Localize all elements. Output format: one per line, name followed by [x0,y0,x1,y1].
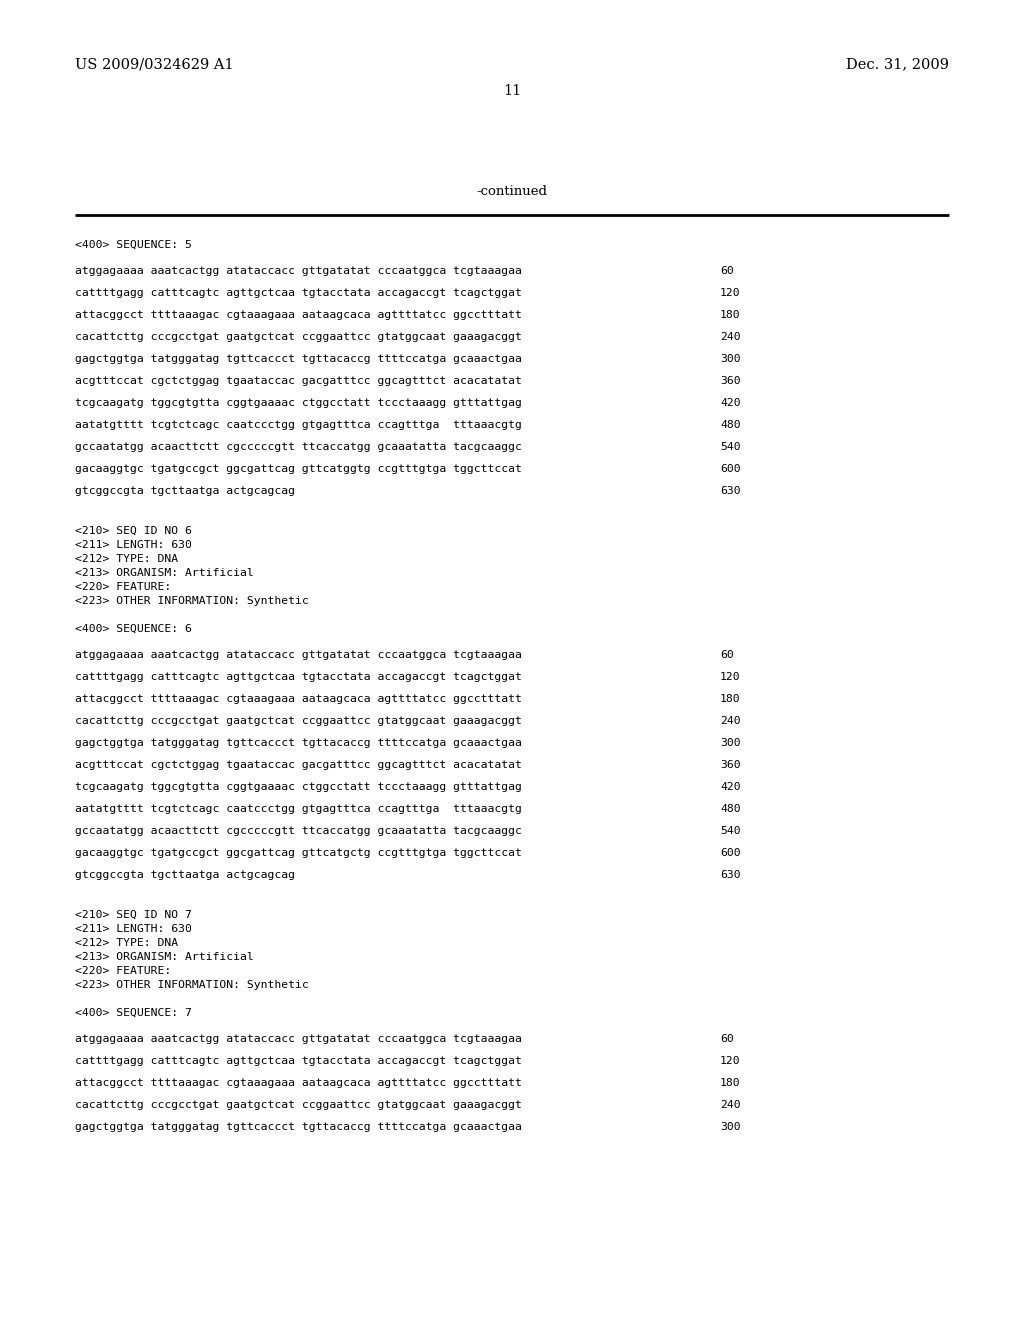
Text: <220> FEATURE:: <220> FEATURE: [75,966,171,975]
Text: gagctggtga tatgggatag tgttcaccct tgttacaccg ttttccatga gcaaactgaa: gagctggtga tatgggatag tgttcaccct tgttaca… [75,1122,522,1133]
Text: 180: 180 [720,1078,740,1088]
Text: gtcggccgta tgcttaatga actgcagcag: gtcggccgta tgcttaatga actgcagcag [75,870,295,880]
Text: acgtttccat cgctctggag tgaataccac gacgatttcc ggcagtttct acacatatat: acgtttccat cgctctggag tgaataccac gacgatt… [75,760,522,770]
Text: <213> ORGANISM: Artificial: <213> ORGANISM: Artificial [75,952,254,962]
Text: 180: 180 [720,694,740,704]
Text: 630: 630 [720,486,740,496]
Text: 300: 300 [720,738,740,748]
Text: 420: 420 [720,781,740,792]
Text: 600: 600 [720,847,740,858]
Text: aatatgtttt tcgtctcagc caatccctgg gtgagtttca ccagtttga  tttaaacgtg: aatatgtttt tcgtctcagc caatccctgg gtgagtt… [75,420,522,430]
Text: -continued: -continued [476,185,548,198]
Text: atggagaaaa aaatcactgg atataccacc gttgatatat cccaatggca tcgtaaagaa: atggagaaaa aaatcactgg atataccacc gttgata… [75,649,522,660]
Text: <400> SEQUENCE: 7: <400> SEQUENCE: 7 [75,1008,191,1018]
Text: attacggcct ttttaaagac cgtaaagaaa aataagcaca agttttatcc ggcctttatt: attacggcct ttttaaagac cgtaaagaaa aataagc… [75,310,522,319]
Text: 420: 420 [720,399,740,408]
Text: 60: 60 [720,649,734,660]
Text: 480: 480 [720,804,740,814]
Text: <400> SEQUENCE: 5: <400> SEQUENCE: 5 [75,240,191,249]
Text: 360: 360 [720,376,740,385]
Text: 540: 540 [720,442,740,451]
Text: 360: 360 [720,760,740,770]
Text: attacggcct ttttaaagac cgtaaagaaa aataagcaca agttttatcc ggcctttatt: attacggcct ttttaaagac cgtaaagaaa aataagc… [75,694,522,704]
Text: tcgcaagatg tggcgtgtta cggtgaaaac ctggcctatt tccctaaagg gtttattgag: tcgcaagatg tggcgtgtta cggtgaaaac ctggcct… [75,399,522,408]
Text: gagctggtga tatgggatag tgttcaccct tgttacaccg ttttccatga gcaaactgaa: gagctggtga tatgggatag tgttcaccct tgttaca… [75,738,522,748]
Text: <212> TYPE: DNA: <212> TYPE: DNA [75,554,178,564]
Text: <400> SEQUENCE: 6: <400> SEQUENCE: 6 [75,624,191,634]
Text: gtcggccgta tgcttaatga actgcagcag: gtcggccgta tgcttaatga actgcagcag [75,486,295,496]
Text: acgtttccat cgctctggag tgaataccac gacgatttcc ggcagtttct acacatatat: acgtttccat cgctctggag tgaataccac gacgatt… [75,376,522,385]
Text: aatatgtttt tcgtctcagc caatccctgg gtgagtttca ccagtttga  tttaaacgtg: aatatgtttt tcgtctcagc caatccctgg gtgagtt… [75,804,522,814]
Text: gacaaggtgc tgatgccgct ggcgattcag gttcatgctg ccgtttgtga tggcttccat: gacaaggtgc tgatgccgct ggcgattcag gttcatg… [75,847,522,858]
Text: 480: 480 [720,420,740,430]
Text: <210> SEQ ID NO 6: <210> SEQ ID NO 6 [75,525,191,536]
Text: gacaaggtgc tgatgccgct ggcgattcag gttcatggtg ccgtttgtga tggcttccat: gacaaggtgc tgatgccgct ggcgattcag gttcatg… [75,465,522,474]
Text: 180: 180 [720,310,740,319]
Text: <220> FEATURE:: <220> FEATURE: [75,582,171,591]
Text: <223> OTHER INFORMATION: Synthetic: <223> OTHER INFORMATION: Synthetic [75,597,309,606]
Text: tcgcaagatg tggcgtgtta cggtgaaaac ctggcctatt tccctaaagg gtttattgag: tcgcaagatg tggcgtgtta cggtgaaaac ctggcct… [75,781,522,792]
Text: gagctggtga tatgggatag tgttcaccct tgttacaccg ttttccatga gcaaactgaa: gagctggtga tatgggatag tgttcaccct tgttaca… [75,354,522,364]
Text: 120: 120 [720,288,740,298]
Text: atggagaaaa aaatcactgg atataccacc gttgatatat cccaatggca tcgtaaagaa: atggagaaaa aaatcactgg atataccacc gttgata… [75,1034,522,1044]
Text: <212> TYPE: DNA: <212> TYPE: DNA [75,939,178,948]
Text: Dec. 31, 2009: Dec. 31, 2009 [846,57,949,71]
Text: 240: 240 [720,333,740,342]
Text: cattttgagg catttcagtc agttgctcaa tgtacctata accagaccgt tcagctggat: cattttgagg catttcagtc agttgctcaa tgtacct… [75,1056,522,1067]
Text: cattttgagg catttcagtc agttgctcaa tgtacctata accagaccgt tcagctggat: cattttgagg catttcagtc agttgctcaa tgtacct… [75,288,522,298]
Text: 300: 300 [720,1122,740,1133]
Text: 120: 120 [720,1056,740,1067]
Text: US 2009/0324629 A1: US 2009/0324629 A1 [75,57,233,71]
Text: 540: 540 [720,826,740,836]
Text: cacattcttg cccgcctgat gaatgctcat ccggaattcc gtatggcaat gaaagacggt: cacattcttg cccgcctgat gaatgctcat ccggaat… [75,715,522,726]
Text: <211> LENGTH: 630: <211> LENGTH: 630 [75,540,191,550]
Text: cacattcttg cccgcctgat gaatgctcat ccggaattcc gtatggcaat gaaagacggt: cacattcttg cccgcctgat gaatgctcat ccggaat… [75,1100,522,1110]
Text: 120: 120 [720,672,740,682]
Text: 60: 60 [720,267,734,276]
Text: atggagaaaa aaatcactgg atataccacc gttgatatat cccaatggca tcgtaaagaa: atggagaaaa aaatcactgg atataccacc gttgata… [75,267,522,276]
Text: 600: 600 [720,465,740,474]
Text: cattttgagg catttcagtc agttgctcaa tgtacctata accagaccgt tcagctggat: cattttgagg catttcagtc agttgctcaa tgtacct… [75,672,522,682]
Text: <211> LENGTH: 630: <211> LENGTH: 630 [75,924,191,935]
Text: 60: 60 [720,1034,734,1044]
Text: <213> ORGANISM: Artificial: <213> ORGANISM: Artificial [75,568,254,578]
Text: gccaatatgg acaacttctt cgcccccgtt ttcaccatgg gcaaatatta tacgcaaggc: gccaatatgg acaacttctt cgcccccgtt ttcacca… [75,442,522,451]
Text: 11: 11 [503,84,521,98]
Text: 630: 630 [720,870,740,880]
Text: <223> OTHER INFORMATION: Synthetic: <223> OTHER INFORMATION: Synthetic [75,979,309,990]
Text: 240: 240 [720,715,740,726]
Text: 240: 240 [720,1100,740,1110]
Text: attacggcct ttttaaagac cgtaaagaaa aataagcaca agttttatcc ggcctttatt: attacggcct ttttaaagac cgtaaagaaa aataagc… [75,1078,522,1088]
Text: gccaatatgg acaacttctt cgcccccgtt ttcaccatgg gcaaatatta tacgcaaggc: gccaatatgg acaacttctt cgcccccgtt ttcacca… [75,826,522,836]
Text: 300: 300 [720,354,740,364]
Text: <210> SEQ ID NO 7: <210> SEQ ID NO 7 [75,909,191,920]
Text: cacattcttg cccgcctgat gaatgctcat ccggaattcc gtatggcaat gaaagacggt: cacattcttg cccgcctgat gaatgctcat ccggaat… [75,333,522,342]
